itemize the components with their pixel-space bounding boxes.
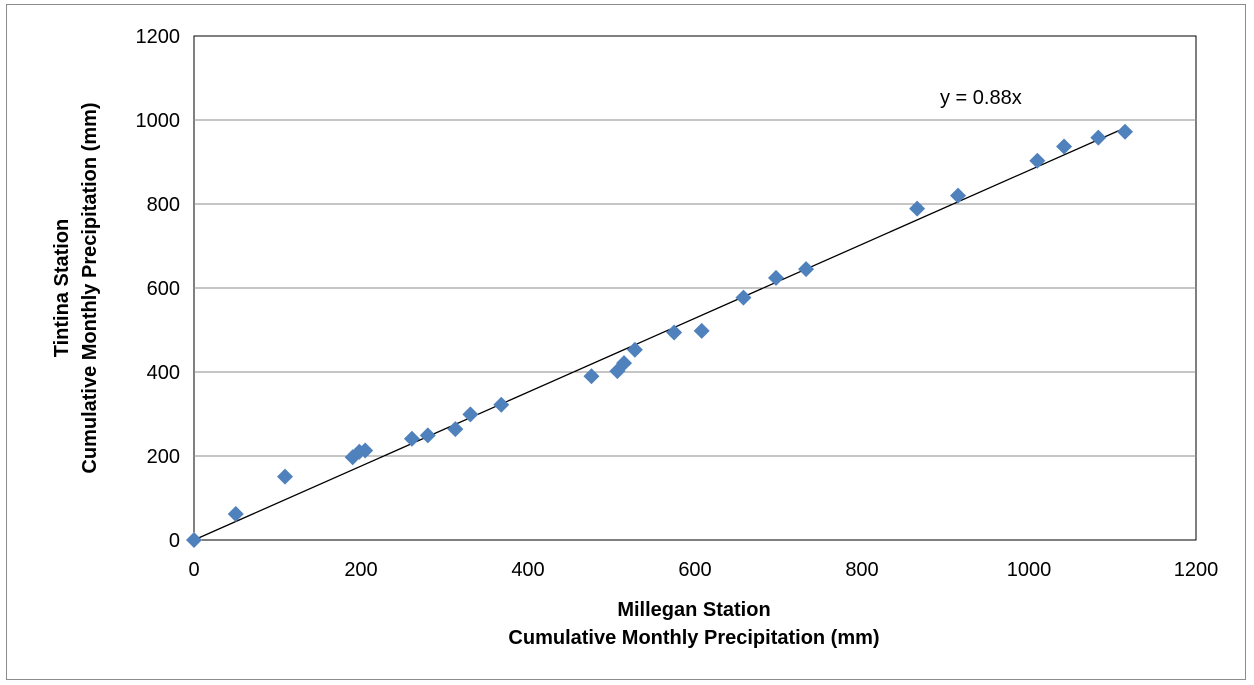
- data-point-19: [798, 261, 815, 278]
- y-tick-label-1000: 1000: [136, 110, 181, 132]
- y-axis-title-line-1: Tintina Station: [51, 219, 73, 358]
- y-tick-label-0: 0: [169, 530, 180, 552]
- y-tick-label-1200: 1200: [136, 26, 181, 48]
- y-tick-label-600: 600: [147, 278, 180, 300]
- y-tick-label-200: 200: [147, 446, 180, 468]
- data-point-1: [227, 505, 244, 522]
- y-axis-title-line-2: Cumulative Monthly Precipitation (mm): [79, 102, 101, 473]
- x-tick-label-0: 0: [188, 559, 199, 581]
- x-tick-label-1200: 1200: [1174, 559, 1219, 581]
- data-point-5: [357, 442, 374, 459]
- data-point-8: [447, 421, 464, 438]
- data-points: [186, 123, 1134, 548]
- data-point-6: [403, 430, 420, 447]
- x-tick-labels: 0 200 400 600 800 1000 1200: [188, 559, 1218, 581]
- y-tick-label-400: 400: [147, 362, 180, 384]
- data-point-24: [1090, 129, 1107, 146]
- data-point-14: [626, 341, 643, 358]
- gridlines: [194, 119, 1196, 457]
- data-point-18: [767, 269, 784, 286]
- data-point-23: [1056, 138, 1073, 155]
- x-axis-title-line-2: Cumulative Monthly Precipitation (mm): [508, 627, 879, 649]
- trendline: [193, 127, 1126, 541]
- data-point-20: [909, 200, 926, 217]
- x-axis-title-line-1: Millegan Station: [617, 599, 770, 621]
- data-point-22: [1029, 152, 1046, 169]
- x-tick-label-200: 200: [344, 559, 377, 581]
- data-point-17: [735, 289, 752, 306]
- data-point-2: [277, 468, 294, 485]
- data-point-13: [616, 355, 633, 372]
- y-tick-label-800: 800: [147, 194, 180, 216]
- y-tick-labels: 0 200 400 600 800 1000 1200: [136, 26, 181, 552]
- data-point-0: [186, 532, 202, 548]
- data-point-11: [583, 368, 600, 385]
- x-tick-label-400: 400: [511, 559, 544, 581]
- data-point-15: [666, 324, 683, 341]
- data-point-10: [493, 396, 510, 413]
- data-point-7: [419, 427, 436, 444]
- data-point-9: [462, 406, 479, 423]
- x-tick-label-1000: 1000: [1007, 559, 1052, 581]
- data-point-25: [1117, 123, 1134, 140]
- data-point-21: [950, 187, 967, 204]
- x-tick-label-800: 800: [845, 559, 878, 581]
- data-point-16: [693, 322, 710, 339]
- x-tick-label-600: 600: [678, 559, 711, 581]
- chart-frame: [6, 4, 1246, 680]
- trendline-equation: y = 0.88x: [940, 87, 1022, 109]
